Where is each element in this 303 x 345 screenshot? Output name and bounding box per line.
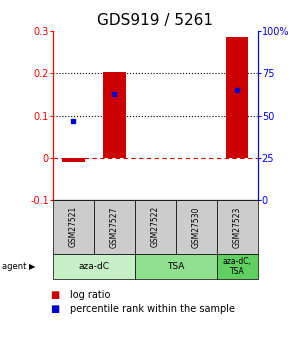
Text: TSA: TSA <box>167 262 185 271</box>
Text: percentile rank within the sample: percentile rank within the sample <box>70 304 235 314</box>
Text: ■: ■ <box>50 290 59 300</box>
Title: GDS919 / 5261: GDS919 / 5261 <box>97 13 213 29</box>
Text: GSM27522: GSM27522 <box>151 206 160 247</box>
Text: ■: ■ <box>50 304 59 314</box>
Bar <box>226 37 248 158</box>
Bar <box>103 72 126 158</box>
Text: aza-dC,
TSA: aza-dC, TSA <box>223 257 251 276</box>
Text: GSM27521: GSM27521 <box>69 206 78 247</box>
Text: aza-dC: aza-dC <box>78 262 109 271</box>
Text: log ratio: log ratio <box>70 290 110 300</box>
Text: GSM27523: GSM27523 <box>233 206 241 247</box>
Text: GSM27527: GSM27527 <box>110 206 119 247</box>
Bar <box>62 158 85 162</box>
Text: GSM27530: GSM27530 <box>192 206 201 248</box>
Text: agent ▶: agent ▶ <box>2 262 35 271</box>
